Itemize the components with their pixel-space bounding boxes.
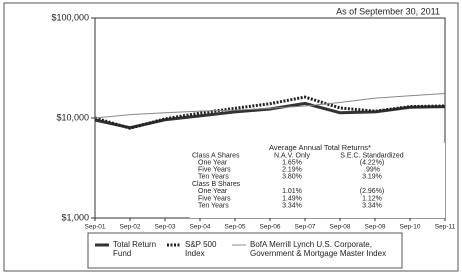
x-tick-label: Sep-06 — [260, 224, 281, 231]
x-tick-label: Sep-10 — [400, 224, 421, 231]
table-cell: 1.12% — [362, 195, 382, 202]
y-tick-label: $100,000 — [51, 12, 89, 22]
legend-box — [87, 232, 403, 269]
x-tick-label: Sep-04 — [190, 224, 211, 231]
table-cell: (4.22%) — [360, 159, 385, 166]
legend-label: S&P 500 Index — [185, 240, 217, 258]
table-cell: 1.49% — [282, 195, 302, 202]
table-header: S.E.C. Standardized — [340, 152, 404, 159]
table-cell: Five Years — [198, 167, 231, 174]
table-cell: 1.65% — [282, 159, 302, 166]
table-header: N.A.V. Only — [274, 152, 310, 159]
x-tick-label: Sep-09 — [365, 224, 386, 231]
table-cell: .99% — [364, 167, 380, 174]
chart-title: As of September 30, 2011 — [336, 6, 440, 16]
frame — [3, 2, 459, 272]
table-cell: 3.80% — [282, 174, 302, 181]
x-tick-label: Sep-03 — [155, 224, 176, 231]
table-cell: One Year — [198, 188, 228, 195]
x-tick-label: Sep-02 — [120, 224, 141, 231]
x-tick-label: Sep-08 — [330, 224, 351, 231]
x-tick-label: Sep-11 — [435, 224, 456, 231]
x-tick-label: Sep-05 — [225, 224, 246, 231]
x-tick-label: Sep-07 — [295, 224, 316, 231]
table-cell: (2.96%) — [360, 188, 385, 195]
table-cell: 3.34% — [282, 203, 302, 210]
table-cell: 3.19% — [362, 174, 382, 181]
legend-label: BofA Merrill Lynch U.S. Corporate, Gover… — [250, 240, 387, 258]
series-line — [94, 95, 446, 130]
table-cell: One Year — [198, 159, 228, 166]
y-tick-label: $10,000 — [56, 112, 89, 122]
table-cell: 1.01% — [282, 188, 302, 195]
table-bg — [190, 143, 444, 217]
table-cell: Ten Years — [198, 174, 229, 181]
legend-label: Total Return Fund — [113, 240, 157, 258]
x-tick-label: Sep-01 — [85, 224, 106, 231]
table-cell: Ten Years — [198, 203, 229, 210]
table-cell: Class B Shares — [192, 181, 241, 188]
table-title: Average Annual Total Returns* — [269, 143, 371, 152]
table-cell: 2.19% — [282, 167, 302, 174]
series-line — [94, 92, 446, 119]
table-cell: 3.34% — [362, 203, 382, 210]
y-tick-label: $1,000 — [61, 212, 89, 222]
table-header: Class A Shares — [192, 152, 240, 159]
table-cell: Five Years — [198, 195, 231, 202]
